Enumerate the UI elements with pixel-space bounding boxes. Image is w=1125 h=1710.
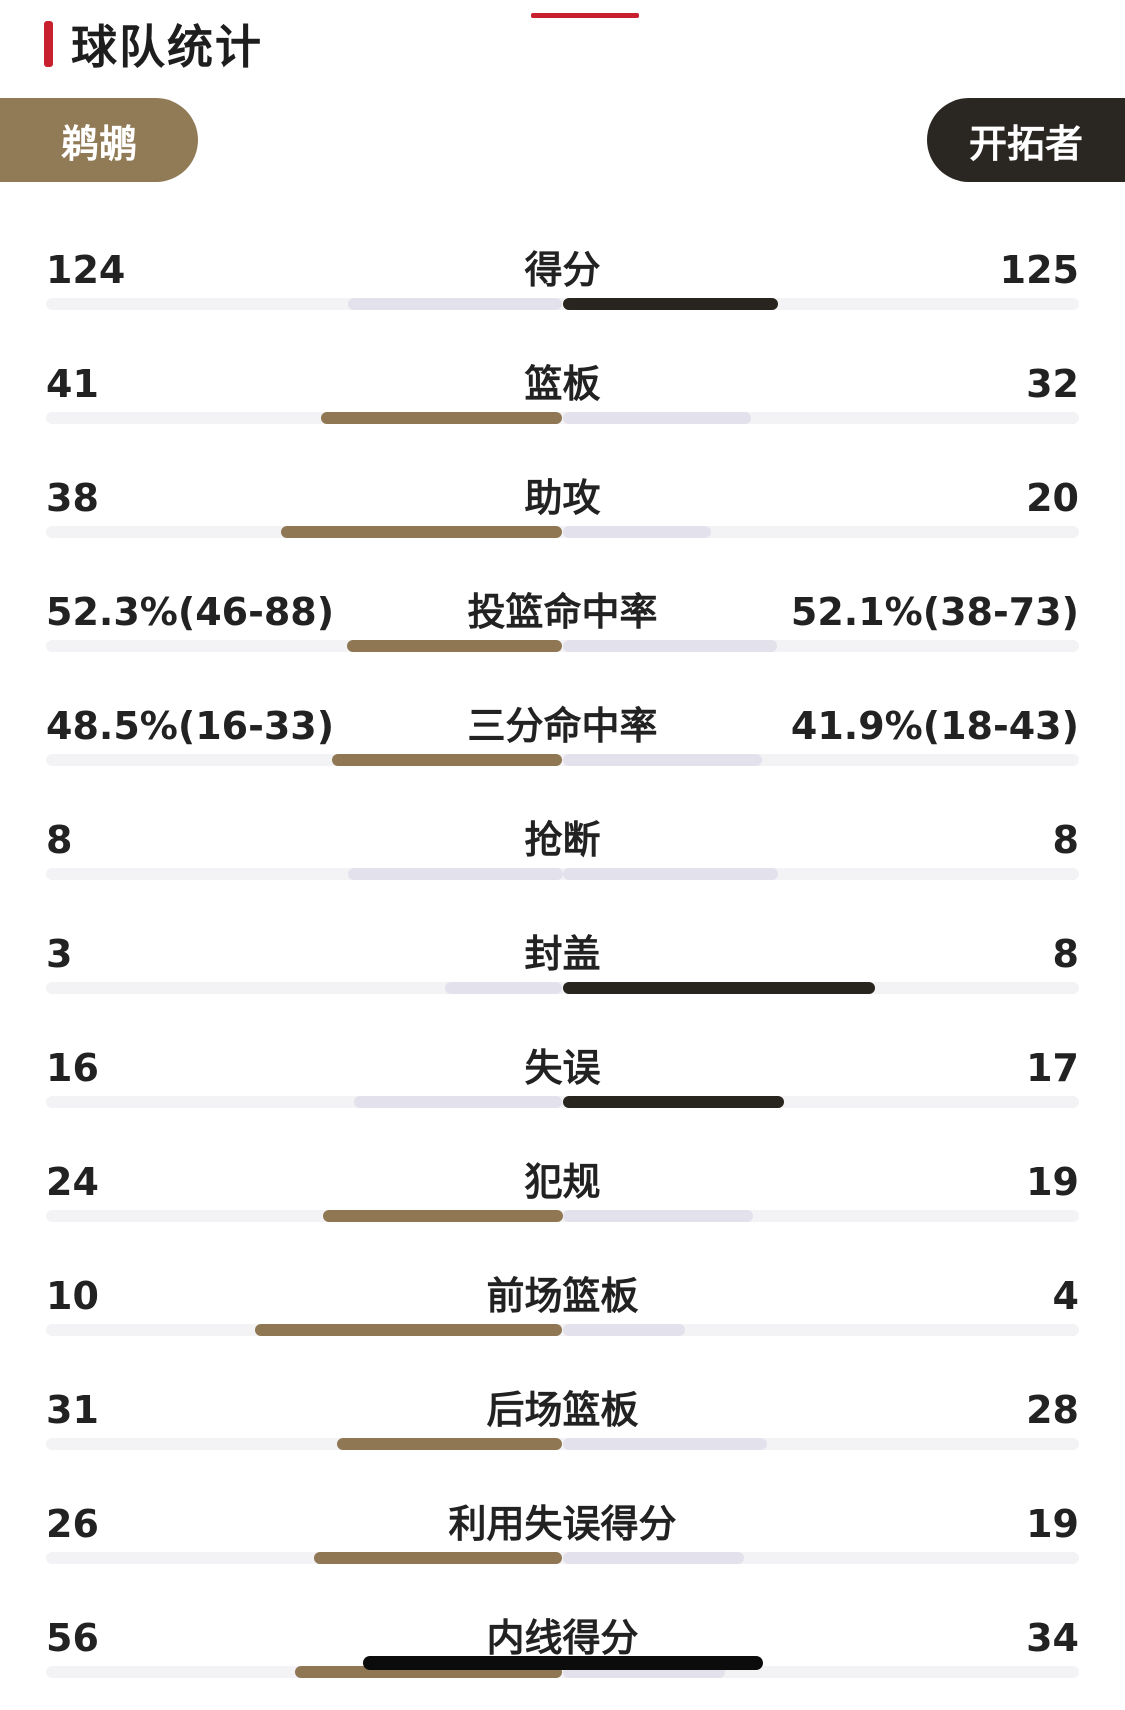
stat-row: 16 失误 17 [0, 1026, 1125, 1140]
stat-row: 3 封盖 8 [0, 912, 1125, 1026]
away-value: 125 [999, 248, 1079, 292]
stat-label: 得分 [524, 248, 601, 292]
away-bar [562, 298, 779, 310]
stat-label: 犯规 [524, 1160, 601, 1204]
away-bar [562, 868, 778, 880]
home-bar [322, 1210, 563, 1222]
away-bar [562, 1210, 753, 1222]
home-value: 38 [46, 476, 99, 520]
section-header: 球队统计 [44, 14, 263, 74]
away-value: 20 [1026, 476, 1079, 520]
away-value: 52.1%(38-73) [790, 590, 1079, 634]
away-value: 34 [1026, 1616, 1079, 1660]
comparison-track [46, 1552, 1079, 1564]
title-accent-bar [44, 21, 53, 67]
stat-row: 24 犯规 19 [0, 1140, 1125, 1254]
home-value: 3 [46, 932, 73, 976]
home-value: 16 [46, 1046, 99, 1090]
stat-row: 31 后场篮板 28 [0, 1368, 1125, 1482]
stat-label: 三分命中率 [467, 704, 658, 748]
comparison-track [46, 1210, 1079, 1222]
away-bar [562, 412, 751, 424]
home-bar [331, 754, 563, 766]
home-value: 41 [46, 362, 99, 406]
comparison-track [46, 982, 1079, 994]
away-value: 4 [1052, 1274, 1079, 1318]
stat-row: 8 抢断 8 [0, 798, 1125, 912]
stat-row: 48.5%(16-33) 三分命中率 41.9%(18-43) [0, 684, 1125, 798]
stat-label: 篮板 [524, 362, 601, 406]
stat-row: 41 篮板 32 [0, 342, 1125, 456]
stat-label: 后场篮板 [486, 1388, 639, 1432]
comparison-track [46, 754, 1079, 766]
away-value: 8 [1052, 932, 1079, 976]
home-bar [336, 1438, 563, 1450]
section-title: 球队统计 [71, 20, 263, 74]
home-value: 10 [46, 1274, 99, 1318]
comparison-track [46, 298, 1079, 310]
comparison-track [46, 1096, 1079, 1108]
stats-list: 124 得分 125 41 篮板 32 38 助攻 20 52.3%(46-88) 投篮命中率 52.… [0, 228, 1125, 1710]
comparison-track [46, 526, 1079, 538]
away-value: 8 [1052, 818, 1079, 862]
away-value: 19 [1026, 1160, 1079, 1204]
home-value: 48.5%(16-33) [46, 704, 335, 748]
away-bar [562, 1096, 784, 1108]
away-bar [562, 640, 778, 652]
comparison-track [46, 868, 1079, 880]
comparison-track [46, 412, 1079, 424]
tab-active-indicator [531, 13, 639, 18]
away-bar [562, 1552, 745, 1564]
home-bar [255, 1324, 563, 1336]
stat-label: 助攻 [524, 476, 601, 520]
stat-label: 抢断 [524, 818, 601, 862]
stat-row: 124 得分 125 [0, 228, 1125, 342]
home-value: 26 [46, 1502, 99, 1546]
away-team-pill[interactable]: 开拓者 [927, 98, 1125, 182]
home-value: 24 [46, 1160, 99, 1204]
home-bar [347, 868, 563, 880]
stat-label: 前场篮板 [486, 1274, 639, 1318]
stat-label: 投篮命中率 [467, 590, 658, 634]
home-team-pill[interactable]: 鹈鹕 [0, 98, 198, 182]
away-value: 28 [1026, 1388, 1079, 1432]
stat-label: 内线得分 [486, 1616, 639, 1660]
home-bar [280, 526, 563, 538]
away-value: 41.9%(18-43) [790, 704, 1079, 748]
stat-row: 10 前场篮板 4 [0, 1254, 1125, 1368]
away-value: 19 [1026, 1502, 1079, 1546]
away-bar [562, 1438, 767, 1450]
away-bar [562, 526, 711, 538]
stat-label: 失误 [524, 1046, 601, 1090]
away-bar [562, 1324, 686, 1336]
stat-label: 封盖 [524, 932, 601, 976]
stat-label: 利用失误得分 [448, 1502, 677, 1546]
home-value: 31 [46, 1388, 99, 1432]
away-value: 32 [1026, 362, 1079, 406]
home-value: 52.3%(46-88) [46, 590, 335, 634]
scroll-handle[interactable] [363, 1656, 763, 1670]
home-bar [348, 298, 563, 310]
home-value: 56 [46, 1616, 99, 1660]
away-bar [562, 982, 876, 994]
stat-row: 38 助攻 20 [0, 456, 1125, 570]
home-bar [445, 982, 563, 994]
home-bar [354, 1096, 563, 1108]
home-value: 124 [46, 248, 126, 292]
comparison-track [46, 1438, 1079, 1450]
home-bar [347, 640, 563, 652]
stat-row: 52.3%(46-88) 投篮命中率 52.1%(38-73) [0, 570, 1125, 684]
away-value: 17 [1026, 1046, 1079, 1090]
home-bar [320, 412, 563, 424]
home-bar [314, 1552, 563, 1564]
stat-row: 56 内线得分 34 [0, 1596, 1125, 1710]
away-bar [562, 754, 762, 766]
comparison-track [46, 640, 1079, 652]
stat-row: 26 利用失误得分 19 [0, 1482, 1125, 1596]
comparison-track [46, 1324, 1079, 1336]
home-value: 8 [46, 818, 73, 862]
